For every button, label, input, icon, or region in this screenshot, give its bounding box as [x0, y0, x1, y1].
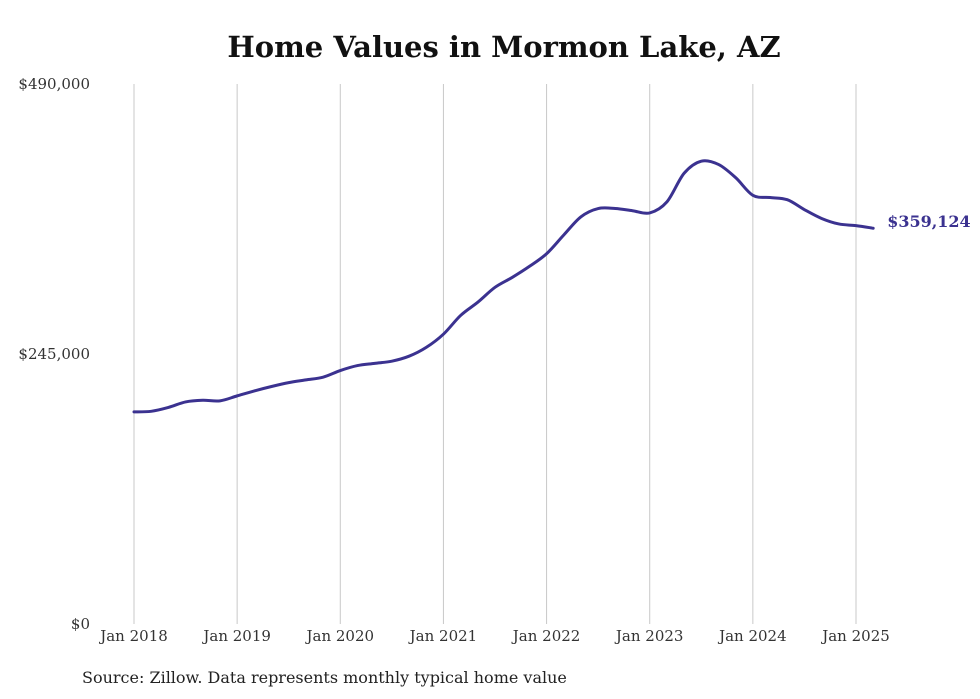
gridlines: [133, 84, 857, 624]
source-note: Source: Zillow. Data represents monthly …: [82, 668, 567, 687]
x-tick-label: Jan 2018: [98, 627, 168, 645]
axes: Jan 2018 Jan 2019 Jan 2020 Jan 2021 Jan 2022…: [18, 75, 889, 645]
end-value-label: $359,124: [887, 212, 971, 231]
x-tick-label: Jan 2019: [201, 627, 271, 645]
x-tick-label: Jan 2025: [820, 627, 890, 645]
labels: $359,124: [887, 212, 971, 231]
y-tick-label: $245,000: [18, 345, 90, 363]
x-tick-label: Jan 2023: [614, 627, 684, 645]
y-tick-label: $0: [71, 615, 90, 633]
x-tick-label: Jan 2022: [511, 627, 581, 645]
x-tick-label: Jan 2020: [305, 627, 375, 645]
x-tick-label: Jan 2021: [408, 627, 478, 645]
series-line: [132, 159, 875, 414]
series-layer: [132, 159, 875, 414]
chart-title: Home Values in Mormon Lake, AZ: [227, 30, 781, 64]
y-tick-label: $490,000: [18, 75, 90, 93]
x-tick-label: Jan 2024: [717, 627, 787, 645]
